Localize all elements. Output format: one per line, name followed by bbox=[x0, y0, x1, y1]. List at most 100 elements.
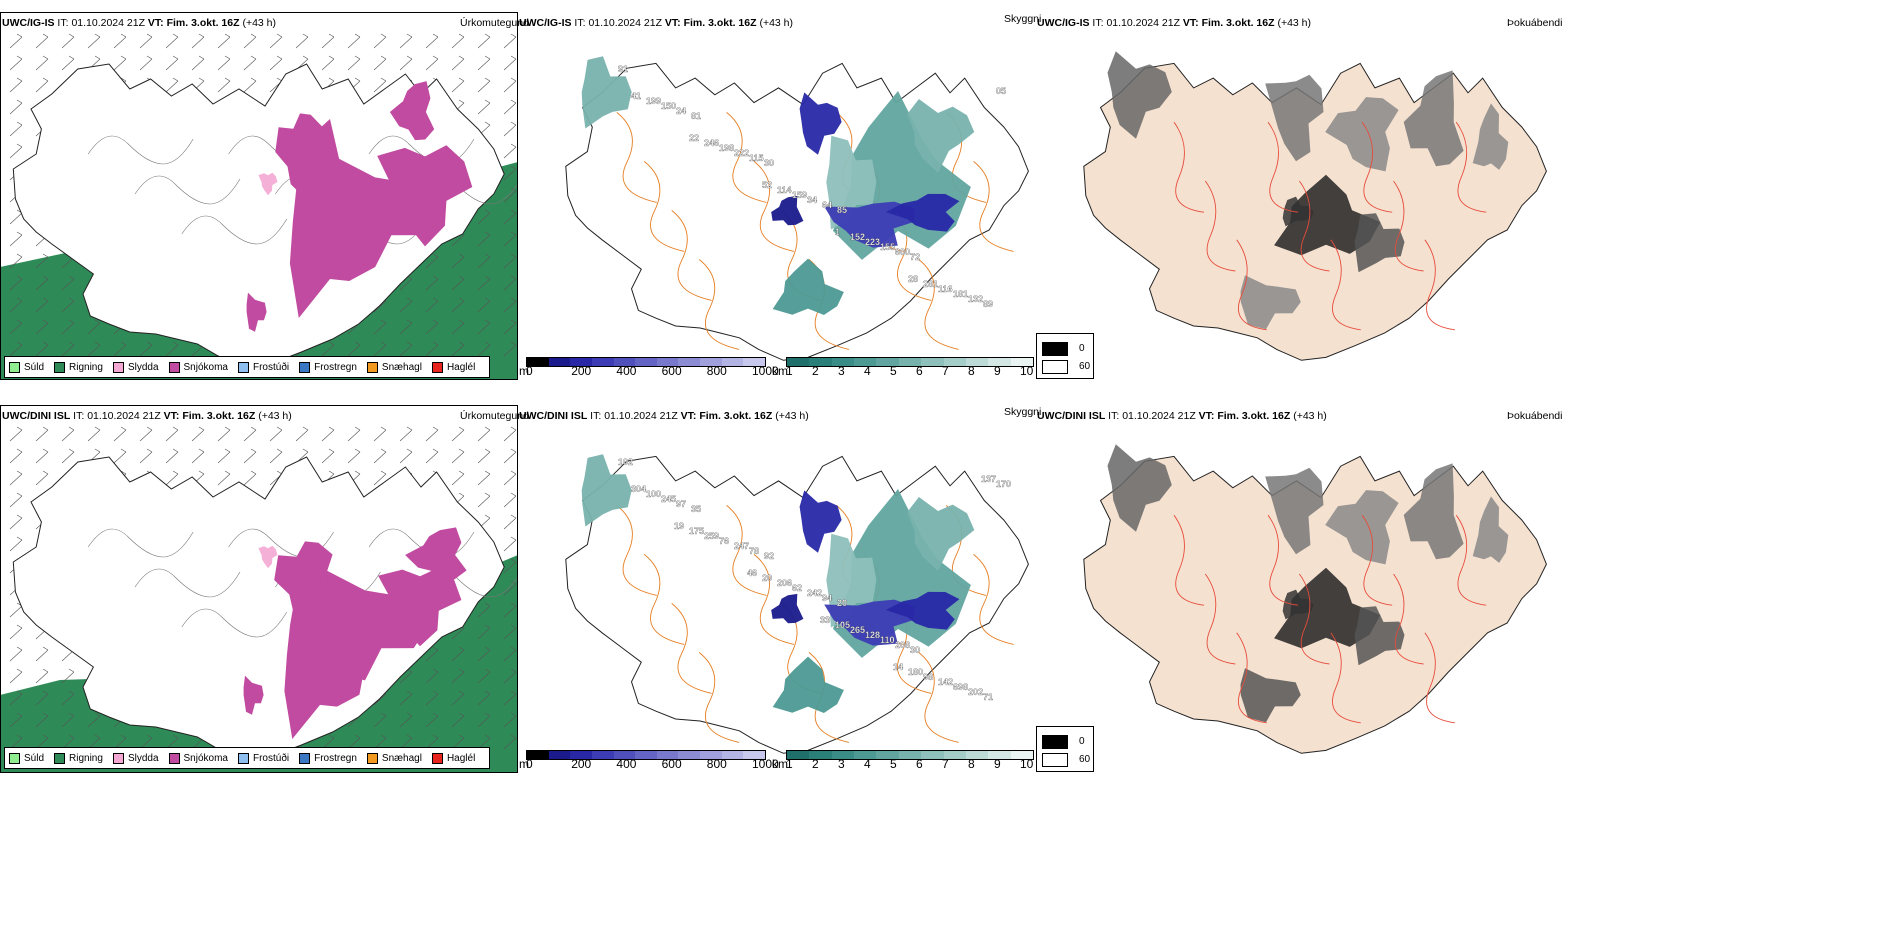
wind-barb-icon bbox=[35, 77, 49, 93]
wind-barb-icon bbox=[373, 55, 387, 71]
colorbar-step bbox=[527, 358, 549, 366]
colorbar-step bbox=[591, 358, 614, 366]
wind-barb-icon bbox=[35, 319, 49, 335]
wind-barb-icon bbox=[425, 253, 439, 269]
wind-barb-icon bbox=[61, 690, 75, 706]
cloud-base-label: 128 bbox=[865, 630, 880, 640]
colorbar-tick-label: 9 bbox=[994, 757, 1001, 771]
wind-barb-icon bbox=[269, 426, 283, 442]
visibility-ticks: 1 2 3 4 5 6 7 8 9 10 bbox=[786, 364, 1034, 378]
wind-barb-icon bbox=[503, 77, 517, 93]
legend-label: Slydda bbox=[127, 361, 159, 373]
wind-barb-icon bbox=[451, 668, 465, 684]
wind-barb-icon bbox=[399, 341, 413, 357]
cloud-base-label: 81 bbox=[691, 111, 701, 121]
precip-type-panel-row2: Súld Rigning Slydda Snjókoma Frostúði Frostre… bbox=[0, 405, 518, 773]
wind-barb-icon bbox=[451, 712, 465, 728]
wind-barb-icon bbox=[191, 33, 205, 49]
colorbar-tick-label: 800 bbox=[706, 364, 727, 378]
wind-barb-icon bbox=[425, 55, 439, 71]
colorbar-step bbox=[809, 751, 832, 759]
cloud-base-label: 245 bbox=[661, 494, 676, 504]
legend-item: Súld bbox=[9, 361, 44, 373]
lead-time: (+43 h) bbox=[1293, 410, 1327, 422]
wind-barb-icon bbox=[451, 55, 465, 71]
colorbar-step bbox=[876, 751, 899, 759]
cloud-base-label: 1 bbox=[835, 227, 840, 237]
cloud-base-label: 91 bbox=[618, 64, 628, 74]
colorbar-step bbox=[721, 751, 744, 759]
wind-barb-icon bbox=[113, 448, 127, 464]
cloud-base-label: 259 bbox=[704, 531, 719, 541]
wind-barb-icon bbox=[477, 297, 491, 313]
wind-barb-icon bbox=[425, 448, 439, 464]
wind-barb-icon bbox=[61, 668, 75, 684]
wind-barb-icon bbox=[503, 536, 517, 552]
wind-barb-icon bbox=[425, 319, 439, 335]
wind-barb-icon bbox=[9, 55, 23, 71]
wind-barb-icon bbox=[477, 253, 491, 269]
valid-time: Fim. 3.okt. 16Z bbox=[1201, 17, 1275, 29]
wind-barb-icon bbox=[477, 55, 491, 71]
legend-item: Rigning bbox=[54, 752, 103, 764]
wind-barb-icon bbox=[165, 341, 179, 357]
wind-barb-icon bbox=[503, 143, 517, 159]
lead-time: (+43 h) bbox=[1277, 17, 1312, 29]
colorbar-tick-label: 8 bbox=[968, 757, 975, 771]
valid-time: Fim. 3.okt. 16Z bbox=[1217, 410, 1291, 422]
cloud-base-label: 152 bbox=[850, 232, 865, 242]
wind-barb-icon bbox=[373, 319, 387, 335]
fog-region bbox=[1107, 444, 1509, 723]
wind-barb-icon bbox=[503, 734, 517, 750]
init-time: 01.10.2024 21Z bbox=[1122, 410, 1196, 422]
legend-item: Frostregn bbox=[299, 752, 357, 764]
wind-barb-icon bbox=[503, 646, 517, 662]
wind-barb-icon bbox=[35, 646, 49, 662]
legend-swatch bbox=[237, 361, 249, 373]
colorbar-tick-label: 9 bbox=[994, 364, 1001, 378]
cloud-base-label: 198 bbox=[719, 143, 734, 153]
legend-label: Haglél bbox=[446, 361, 476, 373]
legend-swatch bbox=[9, 361, 20, 373]
colorbar-step bbox=[898, 751, 922, 759]
wind-barb-icon bbox=[347, 33, 361, 49]
cloud-base-label: 116 bbox=[938, 284, 953, 294]
colorbar-step bbox=[965, 751, 989, 759]
wind-barb-icon bbox=[9, 470, 23, 486]
legend-swatch bbox=[54, 752, 66, 764]
colorbar-tick-label: 200 bbox=[571, 757, 592, 771]
wind-barb-icon bbox=[451, 426, 465, 442]
wind-barb-icon bbox=[87, 33, 101, 49]
wind-barb-icon bbox=[35, 668, 49, 684]
cloud-base-label: 170 bbox=[996, 479, 1011, 489]
wind-barb-icon bbox=[269, 33, 283, 49]
cloud-base-label: 698 bbox=[953, 682, 968, 692]
wind-barb-icon bbox=[399, 448, 413, 464]
legend-item: Snjókoma bbox=[168, 752, 228, 764]
precip-type-panel-row1: Súld Rigning Slydda Snjókoma Frostúði Frostre… bbox=[0, 12, 518, 380]
colorbar-tick-label: 6 bbox=[916, 757, 923, 771]
cloud-base-label: 30 bbox=[910, 645, 920, 655]
cloud-base-label: 102 bbox=[618, 457, 633, 467]
cloud-base-label: 181 bbox=[953, 289, 968, 299]
fog-low-label: 60 bbox=[1079, 754, 1091, 765]
wind-barb-icon bbox=[243, 470, 257, 486]
cloud-base-label: 19 bbox=[674, 521, 684, 531]
cloud-base-label: 246 bbox=[704, 138, 719, 148]
fog-title: Þokuábendi bbox=[1507, 17, 1563, 29]
colorbar-step bbox=[988, 358, 1011, 366]
wind-barb-icon bbox=[35, 275, 49, 291]
wind-barb-icon bbox=[503, 297, 517, 313]
wind-barb-icon bbox=[321, 33, 335, 49]
legend-swatch bbox=[9, 752, 20, 764]
legend-label: Frostúði bbox=[252, 752, 290, 764]
colorbar-step bbox=[921, 358, 944, 366]
legend-swatch bbox=[366, 361, 378, 373]
colorbar-step bbox=[721, 358, 744, 366]
precip-panel-frame bbox=[0, 405, 518, 773]
cloud-base-label: 206 bbox=[777, 578, 792, 588]
wind-barb-icon bbox=[61, 712, 75, 728]
valid-time: Fim. 3.okt. 16Z bbox=[683, 17, 757, 29]
wind-barb-icon bbox=[139, 448, 153, 464]
legend-swatch bbox=[112, 361, 124, 373]
